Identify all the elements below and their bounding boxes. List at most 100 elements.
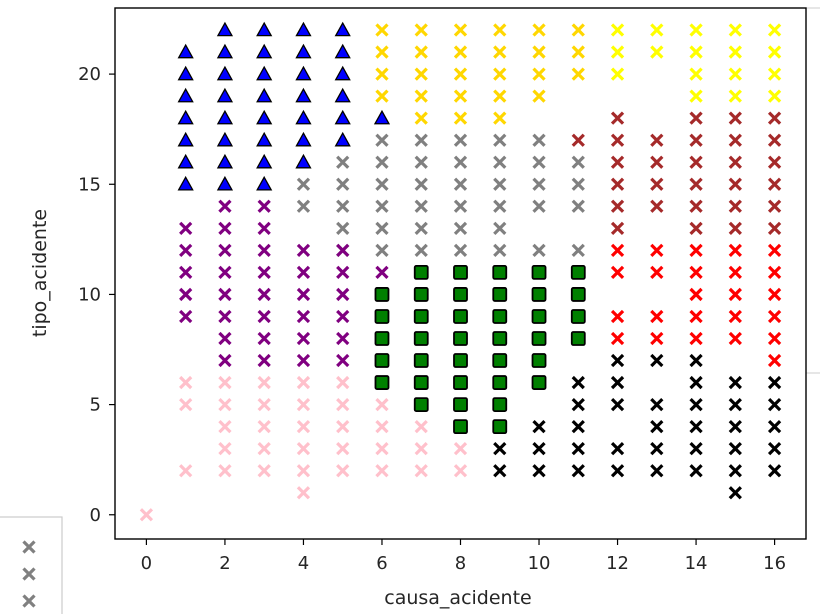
point-x-marker [571, 177, 585, 191]
point-x-marker [571, 133, 585, 147]
point-x-marker [650, 397, 664, 412]
point-triangle-marker [256, 175, 273, 191]
point-triangle-marker [216, 21, 234, 37]
point-square-marker [413, 331, 429, 346]
point-triangle-marker [177, 65, 194, 81]
point-triangle-marker [256, 65, 273, 81]
point-x-marker [453, 155, 468, 169]
point-x-marker [375, 419, 389, 434]
point-square-marker [570, 309, 586, 324]
point-x-marker [689, 199, 703, 213]
point-square-marker [492, 353, 508, 368]
point-x-marker [689, 397, 703, 412]
point-x-marker [257, 221, 271, 235]
point-x-marker [375, 397, 389, 412]
point-x-marker [650, 309, 664, 324]
point-x-marker [728, 265, 742, 280]
point-x-marker [296, 397, 311, 412]
point-x-marker [728, 464, 742, 478]
point-x-marker [532, 45, 546, 59]
point-x-marker [650, 23, 664, 37]
x-axis-label: causa_acidente [384, 587, 531, 609]
point-x-marker [571, 464, 585, 478]
point-x-marker [728, 486, 742, 500]
point-x-marker [336, 287, 350, 302]
x-tick-label: 4 [298, 553, 309, 574]
point-x-marker [414, 419, 428, 434]
point-x-marker [296, 442, 311, 456]
point-x-marker [296, 353, 311, 368]
point-triangle-marker [295, 109, 312, 125]
point-triangle-marker [177, 43, 194, 59]
point-x-marker [257, 331, 271, 346]
point-x-marker [414, 464, 428, 478]
x-tick-label: 6 [376, 553, 387, 574]
point-x-marker [296, 177, 311, 191]
point-x-marker [532, 67, 546, 81]
y-tick-label: 20 [78, 64, 101, 85]
point-x-marker [296, 331, 311, 346]
point-x-marker [179, 375, 193, 390]
y-axis-ticks: 0 5 10 15 20 [78, 64, 115, 526]
point-x-marker [571, 419, 585, 434]
point-x-marker [414, 23, 428, 37]
point-triangle-marker [334, 65, 351, 81]
point-x-marker [689, 111, 703, 125]
point-triangle-marker [334, 131, 351, 147]
point-triangle-marker [216, 109, 234, 125]
point-x-marker [610, 309, 625, 324]
point-square-marker [492, 419, 508, 435]
point-x-marker [179, 464, 193, 478]
point-x-marker [296, 243, 311, 257]
point-x-marker [218, 464, 232, 478]
point-x-marker [689, 287, 703, 302]
point-x-marker [453, 23, 468, 37]
point-x-marker [375, 265, 389, 280]
point-x-marker [179, 287, 193, 302]
point-square-marker [413, 397, 429, 412]
point-x-marker [689, 353, 703, 368]
point-x-marker [336, 199, 350, 213]
point-x-marker [650, 45, 664, 59]
point-x-marker [767, 23, 782, 37]
point-x-marker [571, 45, 585, 59]
point-triangle-marker [334, 87, 351, 103]
point-x-marker [767, 133, 782, 147]
point-x-marker [571, 442, 585, 456]
point-square-marker [453, 264, 468, 280]
point-x-marker [689, 67, 703, 81]
point-x-marker [767, 177, 782, 191]
point-x-marker [179, 397, 193, 412]
point-x-marker [610, 111, 625, 125]
point-x-marker [218, 375, 232, 390]
point-x-marker [375, 67, 389, 81]
point-x-marker [728, 111, 742, 125]
point-x-marker [414, 155, 428, 169]
point-x-marker [493, 442, 507, 456]
point-x-marker [453, 89, 468, 103]
point-x-marker [218, 442, 232, 456]
point-x-marker [650, 265, 664, 280]
point-x-marker [728, 375, 742, 390]
point-x-marker [650, 133, 664, 147]
point-x-marker [493, 111, 507, 125]
point-triangle-marker [295, 43, 312, 59]
point-x-marker [689, 89, 703, 103]
point-x-marker [218, 243, 232, 257]
point-square-marker [413, 309, 429, 324]
point-square-marker [453, 375, 468, 390]
point-x-marker [610, 265, 625, 280]
point-x-marker [375, 133, 389, 147]
point-x-marker [610, 133, 625, 147]
point-x-marker [571, 243, 585, 257]
point-square-marker [413, 287, 429, 302]
point-square-marker [531, 375, 547, 390]
point-x-marker [650, 199, 664, 213]
point-x-marker [728, 67, 742, 81]
y-tick-label: 10 [78, 284, 101, 305]
point-x-marker [571, 67, 585, 81]
point-x-marker [728, 397, 742, 412]
point-x-marker [414, 199, 428, 213]
point-triangle-marker [216, 153, 234, 169]
point-x-marker [139, 508, 154, 522]
